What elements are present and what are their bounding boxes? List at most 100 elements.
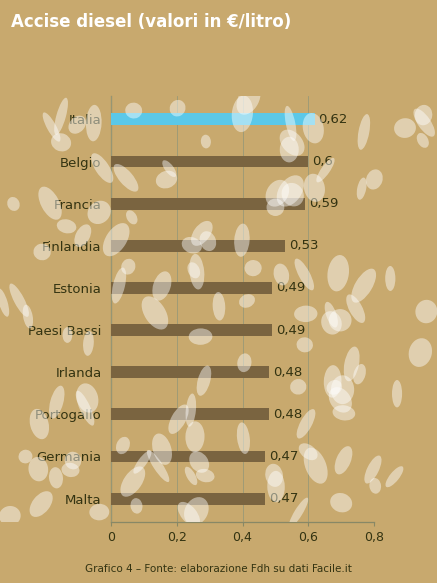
Ellipse shape [170, 100, 186, 117]
Ellipse shape [333, 405, 355, 420]
Ellipse shape [133, 451, 151, 473]
Ellipse shape [304, 448, 328, 484]
Ellipse shape [191, 221, 213, 246]
Bar [111, 282, 272, 294]
Ellipse shape [34, 244, 51, 260]
Ellipse shape [62, 463, 80, 477]
Ellipse shape [197, 366, 211, 396]
Ellipse shape [43, 113, 60, 142]
Ellipse shape [417, 133, 429, 148]
Ellipse shape [385, 266, 395, 291]
Ellipse shape [182, 237, 202, 254]
Ellipse shape [413, 108, 435, 136]
Text: 0,48: 0,48 [273, 366, 302, 379]
Ellipse shape [200, 231, 216, 251]
Text: 0,49: 0,49 [276, 282, 305, 294]
Ellipse shape [156, 171, 177, 188]
Ellipse shape [89, 504, 109, 521]
Ellipse shape [324, 365, 341, 398]
Ellipse shape [87, 201, 111, 224]
Bar [111, 324, 272, 336]
Ellipse shape [76, 391, 94, 426]
Ellipse shape [112, 268, 126, 304]
Ellipse shape [357, 178, 367, 200]
Bar [111, 493, 265, 504]
Ellipse shape [236, 84, 260, 115]
Ellipse shape [152, 434, 172, 465]
Ellipse shape [416, 300, 437, 323]
Ellipse shape [326, 380, 342, 395]
Ellipse shape [51, 133, 71, 152]
Ellipse shape [331, 375, 354, 404]
Ellipse shape [76, 384, 98, 413]
Text: 0,49: 0,49 [276, 324, 305, 336]
Ellipse shape [28, 457, 48, 482]
Ellipse shape [196, 469, 215, 482]
Ellipse shape [295, 259, 314, 290]
Ellipse shape [153, 271, 171, 301]
Ellipse shape [168, 405, 189, 434]
Ellipse shape [54, 98, 68, 135]
Ellipse shape [178, 502, 200, 526]
Bar [111, 198, 305, 209]
Ellipse shape [185, 422, 205, 452]
Bar [111, 451, 265, 462]
Ellipse shape [121, 466, 145, 497]
Ellipse shape [83, 331, 94, 356]
Ellipse shape [232, 96, 253, 132]
Ellipse shape [364, 455, 382, 483]
Ellipse shape [297, 338, 313, 352]
Ellipse shape [415, 105, 432, 125]
Ellipse shape [126, 210, 138, 224]
Ellipse shape [280, 129, 305, 156]
Ellipse shape [290, 379, 306, 395]
Ellipse shape [38, 187, 62, 220]
Ellipse shape [234, 224, 250, 257]
Ellipse shape [321, 311, 342, 335]
Ellipse shape [103, 223, 129, 257]
Ellipse shape [325, 302, 338, 328]
Ellipse shape [267, 471, 285, 503]
Ellipse shape [147, 450, 169, 482]
Ellipse shape [142, 296, 168, 329]
Ellipse shape [294, 305, 317, 322]
Ellipse shape [351, 269, 376, 303]
Ellipse shape [62, 327, 72, 343]
Ellipse shape [344, 346, 360, 381]
Ellipse shape [162, 160, 177, 177]
Ellipse shape [49, 386, 65, 419]
Text: 0,6: 0,6 [312, 155, 333, 168]
Ellipse shape [245, 260, 262, 276]
Ellipse shape [284, 106, 296, 141]
Ellipse shape [91, 153, 113, 183]
Ellipse shape [74, 224, 91, 247]
Ellipse shape [330, 493, 352, 512]
Ellipse shape [116, 437, 130, 454]
Ellipse shape [49, 467, 63, 489]
Ellipse shape [346, 294, 365, 323]
Ellipse shape [23, 305, 33, 328]
Ellipse shape [86, 105, 102, 141]
Ellipse shape [394, 118, 416, 138]
Ellipse shape [65, 452, 81, 469]
Ellipse shape [187, 262, 200, 278]
Ellipse shape [329, 309, 351, 332]
Ellipse shape [329, 387, 352, 413]
Ellipse shape [299, 443, 318, 460]
Ellipse shape [186, 394, 196, 427]
Ellipse shape [409, 338, 432, 367]
Ellipse shape [289, 498, 308, 528]
Ellipse shape [237, 353, 251, 372]
Ellipse shape [267, 199, 284, 216]
Ellipse shape [121, 259, 135, 275]
Ellipse shape [274, 264, 289, 286]
Bar [111, 409, 269, 420]
Bar [111, 156, 308, 167]
Ellipse shape [9, 283, 29, 317]
Ellipse shape [125, 103, 142, 118]
Ellipse shape [327, 255, 349, 292]
Text: Grafico 4 – Fonte: elaborazione Fdh su dati Facile.it: Grafico 4 – Fonte: elaborazione Fdh su d… [85, 564, 352, 574]
Ellipse shape [0, 506, 21, 526]
Ellipse shape [189, 328, 212, 345]
Ellipse shape [189, 254, 205, 290]
